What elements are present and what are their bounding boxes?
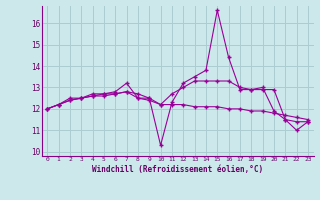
X-axis label: Windchill (Refroidissement éolien,°C): Windchill (Refroidissement éolien,°C) (92, 165, 263, 174)
